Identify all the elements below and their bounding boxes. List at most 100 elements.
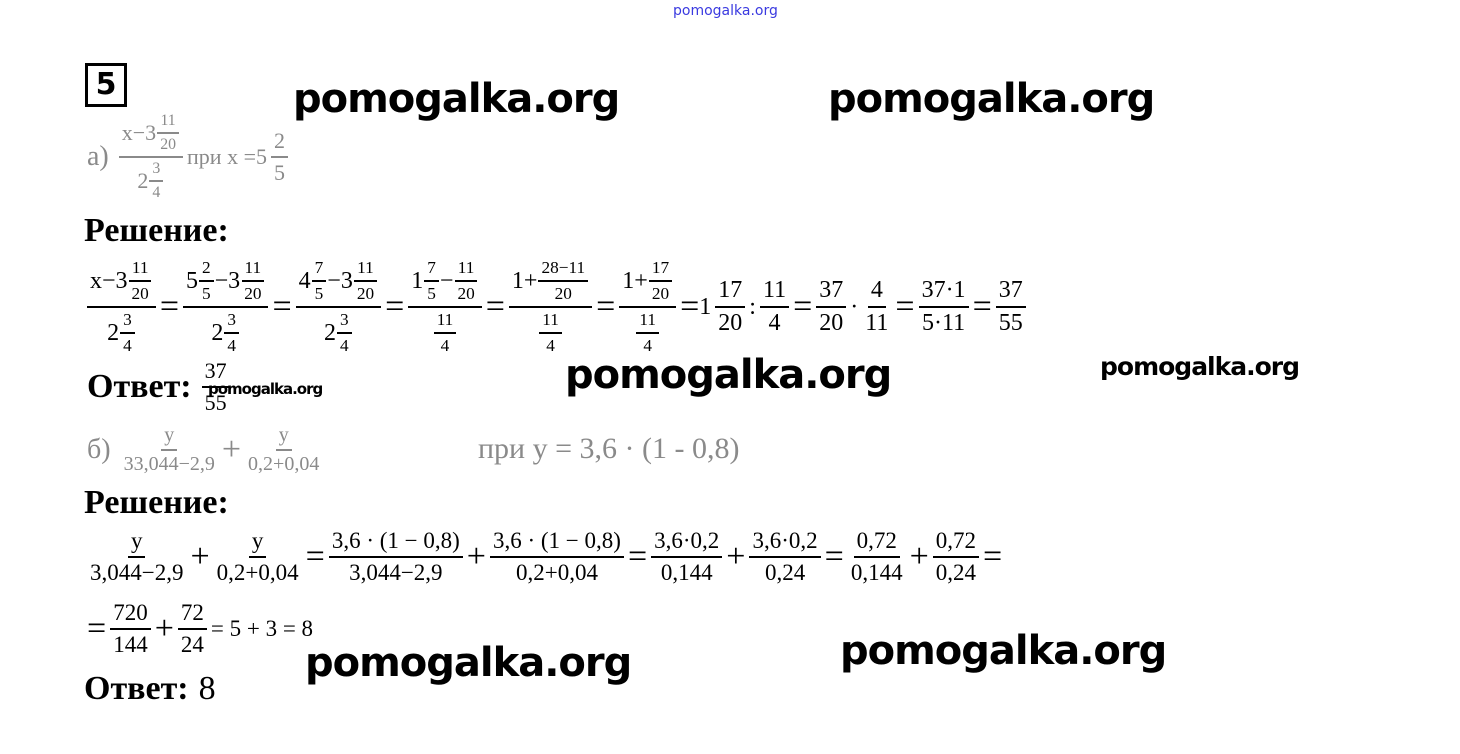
denominator: 55 — [202, 388, 230, 416]
numerator: x−3 11 20 — [118, 112, 184, 158]
operator: + — [726, 538, 746, 575]
part-b-problem: б) y 33,044−2,9 + y 0,2+0,04 — [84, 424, 329, 476]
numerator: 1+ 17 20 — [619, 258, 677, 308]
operator: · — [850, 293, 859, 320]
fraction: 37 55 — [201, 358, 230, 416]
math-text: 1+ — [511, 267, 538, 294]
math-text: 1+ — [622, 267, 648, 294]
denominator: 144 — [110, 630, 151, 658]
math-text: 0,24 — [935, 560, 977, 585]
part-b-answer-label: Ответ: — [84, 670, 189, 707]
fraction: x−3 11 20 2 3 4 — [87, 258, 156, 356]
numerator: 3 — [149, 160, 164, 182]
math-text: y — [251, 528, 264, 553]
numerator: 720 — [110, 600, 151, 630]
math-text: 11 — [436, 310, 454, 329]
math-text: 11 — [762, 277, 787, 303]
denominator: 11 4 — [632, 308, 663, 356]
math-text: 2 — [273, 128, 285, 153]
fraction: 4 7 5 −3 11 20 2 3 4 — [295, 258, 382, 356]
numerator: 11 — [157, 112, 179, 134]
numerator: 2 — [270, 128, 288, 158]
numerator: 0,72 — [853, 528, 900, 558]
operator: = — [972, 288, 992, 325]
denominator: 33,044−2,9 — [121, 451, 218, 476]
fraction: 11 4 — [539, 310, 562, 356]
numerator: 1 7 5−11 20 — [408, 258, 482, 308]
math-text: 2 — [137, 168, 149, 193]
numerator: 11 — [454, 258, 478, 282]
numerator: 3 — [120, 310, 135, 334]
watermark: pomogalka.org — [565, 352, 892, 398]
math-text: 37 — [998, 277, 1023, 303]
math-text: 7 — [314, 258, 324, 277]
math-text: 4 — [298, 267, 311, 294]
fraction: 1+ 17 20 11 4 — [619, 258, 677, 356]
operator: : — [749, 293, 756, 320]
fraction: y 0,2+0,04 — [245, 424, 322, 476]
math-text: 20 — [160, 136, 177, 153]
denominator: 11 4 — [535, 308, 566, 356]
math-text: 37 — [819, 277, 844, 303]
operator: − — [439, 267, 454, 294]
operator: + — [466, 538, 486, 575]
math-text: при x = — [187, 144, 256, 169]
denominator: 20 — [241, 282, 264, 304]
math-text: 11 — [160, 112, 176, 129]
math-text: 0,144 — [850, 560, 903, 585]
watermark: pomogalka.org — [293, 76, 620, 122]
operator: + — [221, 431, 242, 468]
fraction: 37 20 — [816, 277, 847, 337]
math-text: 0,24 — [764, 560, 806, 585]
math-text: 72 — [180, 600, 204, 625]
fraction: 11 4 — [759, 277, 790, 337]
numerator: 3 — [224, 310, 240, 334]
denominator: 4 — [640, 334, 655, 356]
numerator: 11 — [241, 258, 265, 282]
math-text: 20 — [554, 284, 572, 303]
math-text: 4 — [123, 336, 132, 355]
fraction: 37·1 5·11 — [918, 277, 969, 337]
part-b-condition: при y = 3,6 · (1 - 0,8) — [478, 432, 740, 465]
math-text: 3,044−2,9 — [90, 560, 184, 585]
math-text: 4 — [546, 336, 555, 355]
operator: = — [485, 288, 505, 325]
numerator: 0,72 — [932, 528, 980, 558]
math-text: 33,044−2,9 — [123, 453, 215, 475]
denominator: 4 — [120, 334, 135, 356]
fraction: 72 24 — [177, 600, 207, 658]
math-text: 3,6 · (1 − 0,8) — [492, 528, 621, 553]
denominator: 55 — [996, 308, 1026, 337]
math-text: 3 — [227, 310, 237, 329]
math-text: 4 — [340, 336, 349, 355]
numerator: 11 — [539, 310, 562, 334]
watermark: pomogalka.org — [840, 628, 1167, 674]
part-a-expression: x−3 11 20 2 3 4 при x = 5 2 5 — [115, 112, 292, 202]
header-watermark: pomogalka.org — [673, 3, 778, 19]
numerator: 7 — [311, 258, 327, 282]
fraction: 1 7 5−11 20 11 4 — [408, 258, 482, 356]
math-text: 144 — [113, 632, 148, 657]
operator: = — [159, 288, 179, 325]
problem-number: 5 — [85, 63, 127, 107]
fraction: 11 20 — [354, 258, 377, 304]
math-text: 4 — [152, 184, 161, 201]
numerator: 72 — [177, 600, 207, 630]
watermark: pomogalka.org — [1100, 352, 1300, 381]
denominator: 4 — [149, 182, 163, 202]
math-text: 3 — [340, 310, 349, 329]
denominator: 11 4 — [430, 308, 461, 356]
watermark: pomogalka.org — [208, 380, 323, 398]
math-text: 11 — [639, 310, 657, 329]
part-b-expression: y 33,044−2,9 + y 0,2+0,04 — [117, 424, 327, 476]
numerator: y — [275, 424, 292, 451]
math-text: 3,6 · (1 − 0,8) — [331, 528, 460, 553]
numerator: 37 — [201, 358, 230, 388]
